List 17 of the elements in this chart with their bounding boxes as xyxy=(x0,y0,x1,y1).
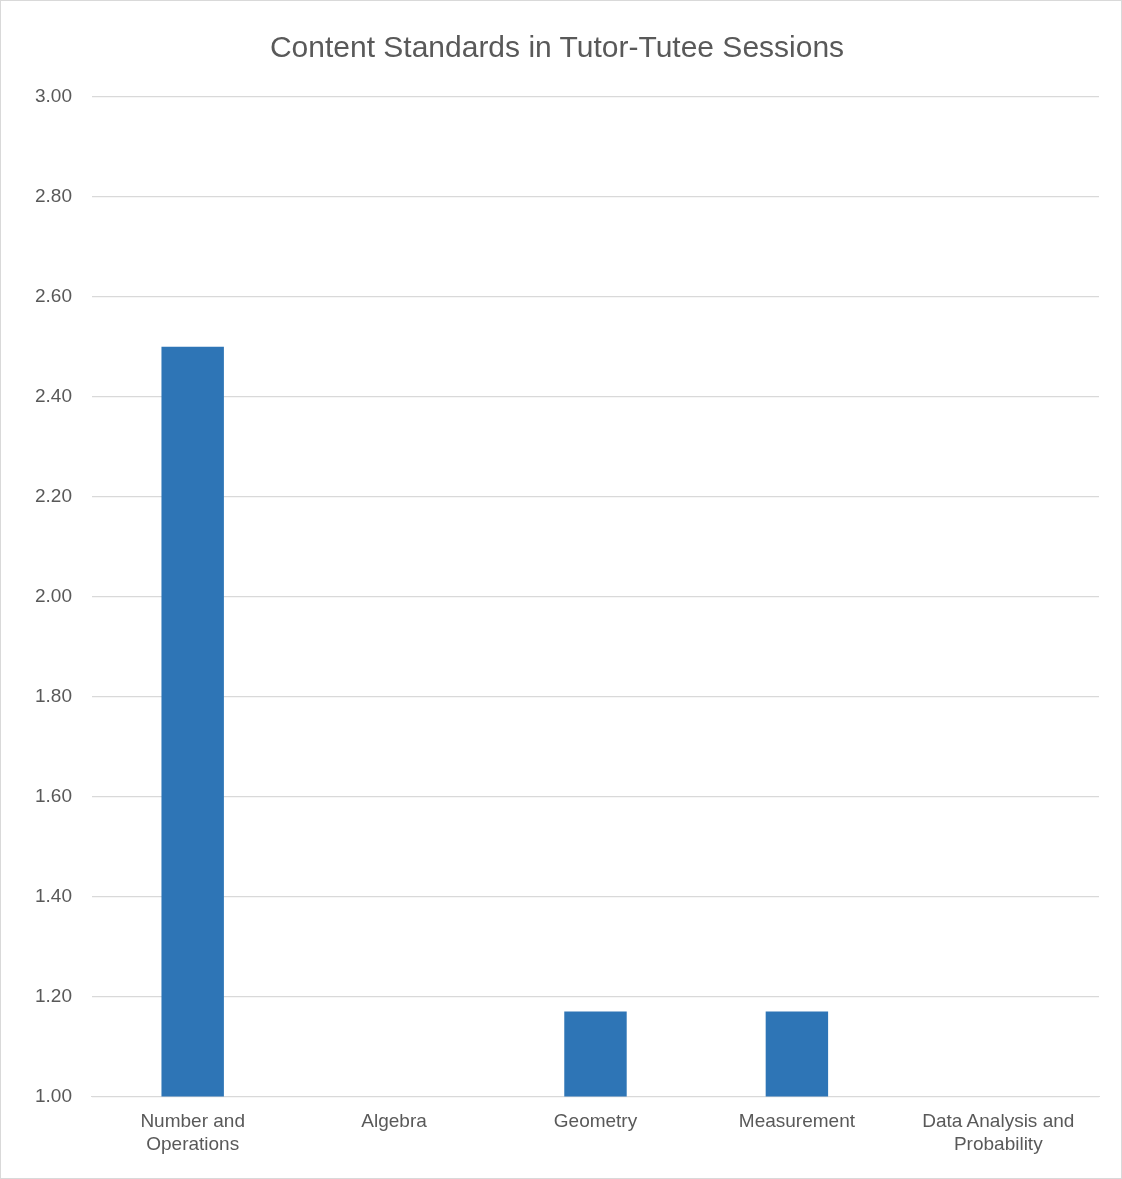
y-tick-label: 1.60 xyxy=(35,784,72,806)
x-tick-label: Measurement xyxy=(738,1110,856,1132)
y-tick-label: 2.40 xyxy=(35,385,72,407)
y-tick-label: 2.80 xyxy=(35,185,72,207)
y-tick-label: 2.00 xyxy=(35,584,72,606)
y-tick-label: 1.40 xyxy=(35,884,72,906)
y-tick-label: 1.20 xyxy=(35,984,72,1006)
x-tick-label: Number and Operations xyxy=(140,1110,245,1154)
x-tick-label: Geometry xyxy=(553,1110,638,1132)
y-tick-label: 2.60 xyxy=(35,285,72,307)
y-tick-label: 2.20 xyxy=(35,484,72,506)
y-tick-label: 3.00 xyxy=(35,85,72,107)
y-tick-label: 1.00 xyxy=(35,1084,72,1106)
x-tick-label: Algebra xyxy=(361,1110,428,1132)
y-tick-label: 1.80 xyxy=(35,684,72,706)
x-tick-label: Data Analysis and Probability xyxy=(922,1110,1075,1154)
chart-title: Content Standards in Tutor-Tutee Sessions xyxy=(269,30,845,64)
